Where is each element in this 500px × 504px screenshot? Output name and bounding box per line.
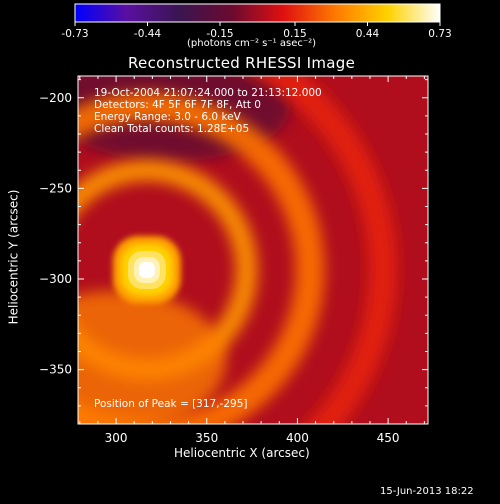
emission-ring [78, 92, 325, 424]
heatmap-plot [78, 76, 428, 424]
colorbar [74, 3, 441, 23]
info-line-counts: Clean Total counts: 1.28E+05 [94, 123, 250, 135]
colorbar-tick-label: -0.44 [134, 28, 161, 40]
y-tick-label: −200 [39, 91, 72, 105]
info-line-detectors: Detectors: 4F 5F 6F 7F 8F, Att 0 [94, 99, 261, 111]
axes: 300 350 400 450 −200 −250 −300 −350 [39, 76, 428, 445]
colorbar-unit-label: (photons cm⁻² s⁻¹ asec⁻²) [187, 38, 317, 49]
colorbar-tick-label: 0.73 [428, 28, 451, 40]
colorbar-tick-label: 0.44 [356, 28, 380, 40]
observation-info: 19-Oct-2004 21:07:24.000 to 21:13:12.000… [94, 87, 322, 135]
x-tick-label: 450 [377, 431, 400, 445]
x-tick-label: 300 [105, 431, 128, 445]
info-line-time: 19-Oct-2004 21:07:24.000 to 21:13:12.000 [94, 87, 322, 99]
chart-title: Reconstructed RHESSI Image [128, 54, 356, 72]
info-line-energy: Energy Range: 3.0 - 6.0 keV [94, 111, 241, 123]
x-tick-label: 350 [195, 431, 218, 445]
peak-source [138, 261, 155, 278]
y-axis-label: Heliocentric Y (arcsec) [6, 189, 21, 325]
emission-lower-region [78, 290, 227, 424]
colorbar-tick-label: -0.15 [206, 28, 233, 40]
colorbar-tick-label: -0.73 [61, 28, 88, 40]
emission-ring [253, 76, 398, 424]
y-tick-label: −250 [39, 181, 72, 195]
plot-frame [77, 75, 429, 425]
y-tick-label: −350 [39, 363, 72, 377]
date-stamp: 15-Jun-2013 18:22 [380, 486, 474, 497]
peak-position-text: Position of Peak = [317,-295] [94, 398, 248, 410]
y-tick-label: −300 [39, 272, 72, 286]
x-tick-label: 400 [286, 431, 309, 445]
colorbar-tick-label: 0.15 [283, 28, 306, 40]
x-axis-label: Heliocentric X (arcsec) [174, 446, 310, 460]
colorbar-ticks: -0.73 -0.44 -0.15 0.15 0.44 0.73 [61, 22, 452, 40]
